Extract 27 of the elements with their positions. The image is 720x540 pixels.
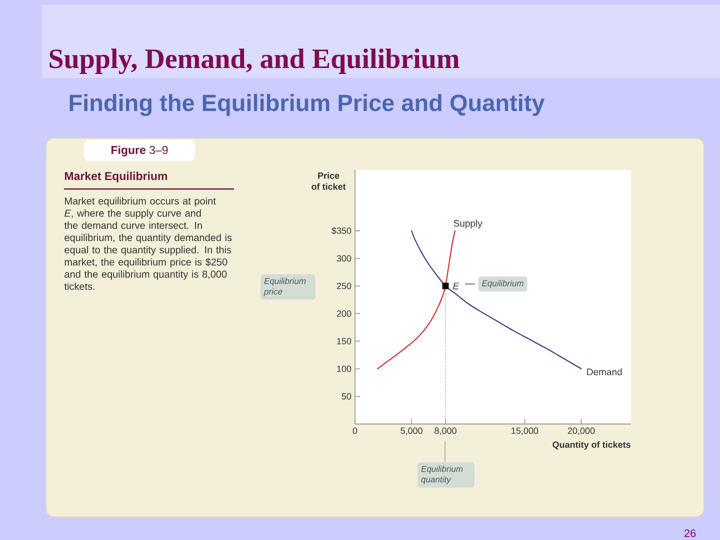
series-label: Demand [587,368,622,376]
text: 26 [684,529,696,538]
line-series [411,230,582,370]
x-tick-label: 20,000 [568,428,595,435]
annotation: Equilibrium [482,280,524,288]
text: Equilibrium quantity [421,466,463,484]
text: Figure 3–9 [112,146,168,156]
text: Market Equilibrium [64,172,168,182]
y-axis-title: Price of ticket [312,172,346,190]
text: Market equilibrium occurs at point E, where the supply curve and the demand curve intersect. In equilibrium, the quantity demanded is equal to the quantity supplied. In this market, the equilibrium price is $250 and the equilibrium quantity is 8,000 tickets. [64,197,232,290]
x-tick-label: 0 [352,428,358,434]
y-tick-label: 100 [337,366,352,372]
y-tick-label: 300 [336,255,352,262]
x-tick-label: 8,000 [434,428,456,435]
y-tick-label: 150 [337,338,352,344]
series-label: Supply [454,220,482,229]
chart-title: Supply, Demand, and Equilibrium [50,48,460,74]
y-tick-label: $350 [332,227,352,234]
y-tick-label: 250 [336,282,352,290]
x-tick-label: 15,000 [512,428,538,435]
x-tick-label: 5,000 [400,428,422,435]
annotation: E [452,282,460,290]
text: Equilibrium price [264,278,306,296]
y-tick-label: 200 [336,310,352,317]
x-axis-title: Quantity of tickets [552,441,630,450]
y-tick-label: 50 [342,393,352,400]
chart-subtitle: Finding the Equilibrium Price and Quantity [70,94,545,116]
